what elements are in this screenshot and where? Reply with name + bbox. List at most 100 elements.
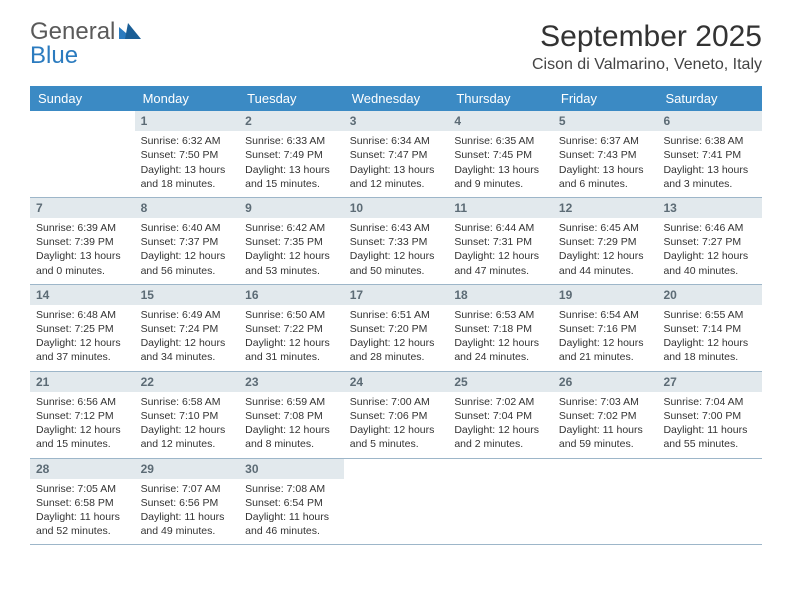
day-number: 24 <box>344 372 449 392</box>
sunset-text: Sunset: 7:22 PM <box>245 322 338 336</box>
logo-text-blue: Blue <box>30 42 78 69</box>
location-text: Cison di Valmarino, Veneto, Italy <box>532 56 762 74</box>
daylight-text: Daylight: 12 hours <box>141 423 234 437</box>
day-number: 27 <box>657 372 762 392</box>
daylight-text: Daylight: 12 hours <box>350 336 443 350</box>
calendar-day-cell: 25Sunrise: 7:02 AMSunset: 7:04 PMDayligh… <box>448 372 553 458</box>
daylight-text: Daylight: 12 hours <box>245 423 338 437</box>
calendar-body: 1Sunrise: 6:32 AMSunset: 7:50 PMDaylight… <box>30 111 762 545</box>
calendar-day-cell: 26Sunrise: 7:03 AMSunset: 7:02 PMDayligh… <box>553 372 658 458</box>
sunrise-text: Sunrise: 7:08 AM <box>245 482 338 496</box>
sunrise-text: Sunrise: 6:44 AM <box>454 221 547 235</box>
day-header: Tuesday <box>239 86 344 111</box>
daylight-text: Daylight: 11 hours <box>141 510 234 524</box>
daylight-text: and 40 minutes. <box>663 264 756 278</box>
daylight-text: Daylight: 11 hours <box>36 510 129 524</box>
sunset-text: Sunset: 7:47 PM <box>350 148 443 162</box>
daylight-text: and 3 minutes. <box>663 177 756 191</box>
calendar-day-cell: 20Sunrise: 6:55 AMSunset: 7:14 PMDayligh… <box>657 285 762 371</box>
daylight-text: and 28 minutes. <box>350 350 443 364</box>
sunset-text: Sunset: 7:14 PM <box>663 322 756 336</box>
sunset-text: Sunset: 7:31 PM <box>454 235 547 249</box>
sunrise-text: Sunrise: 6:43 AM <box>350 221 443 235</box>
day-number: 9 <box>239 198 344 218</box>
daylight-text: and 18 minutes. <box>141 177 234 191</box>
daylight-text: Daylight: 12 hours <box>245 336 338 350</box>
day-number: 10 <box>344 198 449 218</box>
day-number: 12 <box>553 198 658 218</box>
sunset-text: Sunset: 7:43 PM <box>559 148 652 162</box>
calendar-day-cell <box>30 111 135 197</box>
daylight-text: Daylight: 13 hours <box>559 163 652 177</box>
sunset-text: Sunset: 7:10 PM <box>141 409 234 423</box>
calendar-day-cell: 21Sunrise: 6:56 AMSunset: 7:12 PMDayligh… <box>30 372 135 458</box>
day-number: 17 <box>344 285 449 305</box>
day-header: Saturday <box>657 86 762 111</box>
sunset-text: Sunset: 7:45 PM <box>454 148 547 162</box>
daylight-text: Daylight: 13 hours <box>663 163 756 177</box>
calendar-day-cell: 18Sunrise: 6:53 AMSunset: 7:18 PMDayligh… <box>448 285 553 371</box>
day-number: 15 <box>135 285 240 305</box>
sunset-text: Sunset: 7:04 PM <box>454 409 547 423</box>
calendar-week: 28Sunrise: 7:05 AMSunset: 6:58 PMDayligh… <box>30 459 762 546</box>
sunrise-text: Sunrise: 6:46 AM <box>663 221 756 235</box>
day-number: 4 <box>448 111 553 131</box>
day-number: 26 <box>553 372 658 392</box>
sunrise-text: Sunrise: 6:34 AM <box>350 134 443 148</box>
calendar-day-cell: 1Sunrise: 6:32 AMSunset: 7:50 PMDaylight… <box>135 111 240 197</box>
daylight-text: and 59 minutes. <box>559 437 652 451</box>
calendar-day-cell <box>553 459 658 545</box>
daylight-text: Daylight: 12 hours <box>663 249 756 263</box>
daylight-text: Daylight: 12 hours <box>559 249 652 263</box>
sunrise-text: Sunrise: 7:05 AM <box>36 482 129 496</box>
sunset-text: Sunset: 7:35 PM <box>245 235 338 249</box>
logo-triangle-icon <box>119 20 141 44</box>
daylight-text: Daylight: 12 hours <box>141 249 234 263</box>
daylight-text: and 46 minutes. <box>245 524 338 538</box>
sunset-text: Sunset: 7:24 PM <box>141 322 234 336</box>
sunrise-text: Sunrise: 6:56 AM <box>36 395 129 409</box>
daylight-text: and 2 minutes. <box>454 437 547 451</box>
daylight-text: and 5 minutes. <box>350 437 443 451</box>
day-number: 23 <box>239 372 344 392</box>
sunrise-text: Sunrise: 6:51 AM <box>350 308 443 322</box>
day-number: 13 <box>657 198 762 218</box>
daylight-text: Daylight: 12 hours <box>36 336 129 350</box>
calendar-day-cell: 3Sunrise: 6:34 AMSunset: 7:47 PMDaylight… <box>344 111 449 197</box>
daylight-text: Daylight: 12 hours <box>454 249 547 263</box>
day-number: 25 <box>448 372 553 392</box>
calendar-day-cell: 9Sunrise: 6:42 AMSunset: 7:35 PMDaylight… <box>239 198 344 284</box>
daylight-text: and 12 minutes. <box>141 437 234 451</box>
day-number: 8 <box>135 198 240 218</box>
daylight-text: and 52 minutes. <box>36 524 129 538</box>
header-row: General Blue September 2025 Cison di Val… <box>30 20 762 74</box>
daylight-text: Daylight: 13 hours <box>36 249 129 263</box>
daylight-text: and 12 minutes. <box>350 177 443 191</box>
sunset-text: Sunset: 7:41 PM <box>663 148 756 162</box>
calendar-day-cell: 14Sunrise: 6:48 AMSunset: 7:25 PMDayligh… <box>30 285 135 371</box>
daylight-text: Daylight: 13 hours <box>454 163 547 177</box>
sunset-text: Sunset: 6:56 PM <box>141 496 234 510</box>
sunset-text: Sunset: 7:18 PM <box>454 322 547 336</box>
day-number: 21 <box>30 372 135 392</box>
sunrise-text: Sunrise: 7:00 AM <box>350 395 443 409</box>
calendar-day-cell <box>657 459 762 545</box>
calendar-day-cell: 27Sunrise: 7:04 AMSunset: 7:00 PMDayligh… <box>657 372 762 458</box>
sunset-text: Sunset: 7:00 PM <box>663 409 756 423</box>
day-number: 16 <box>239 285 344 305</box>
sunset-text: Sunset: 6:54 PM <box>245 496 338 510</box>
daylight-text: Daylight: 11 hours <box>663 423 756 437</box>
day-number: 2 <box>239 111 344 131</box>
calendar-page: General Blue September 2025 Cison di Val… <box>0 0 792 565</box>
calendar-day-cell: 28Sunrise: 7:05 AMSunset: 6:58 PMDayligh… <box>30 459 135 545</box>
day-header: Friday <box>553 86 658 111</box>
day-number: 5 <box>553 111 658 131</box>
day-number: 14 <box>30 285 135 305</box>
calendar-day-cell: 6Sunrise: 6:38 AMSunset: 7:41 PMDaylight… <box>657 111 762 197</box>
daylight-text: and 56 minutes. <box>141 264 234 278</box>
daylight-text: and 15 minutes. <box>245 177 338 191</box>
day-number: 3 <box>344 111 449 131</box>
daylight-text: and 55 minutes. <box>663 437 756 451</box>
calendar-day-cell: 15Sunrise: 6:49 AMSunset: 7:24 PMDayligh… <box>135 285 240 371</box>
sunrise-text: Sunrise: 6:48 AM <box>36 308 129 322</box>
